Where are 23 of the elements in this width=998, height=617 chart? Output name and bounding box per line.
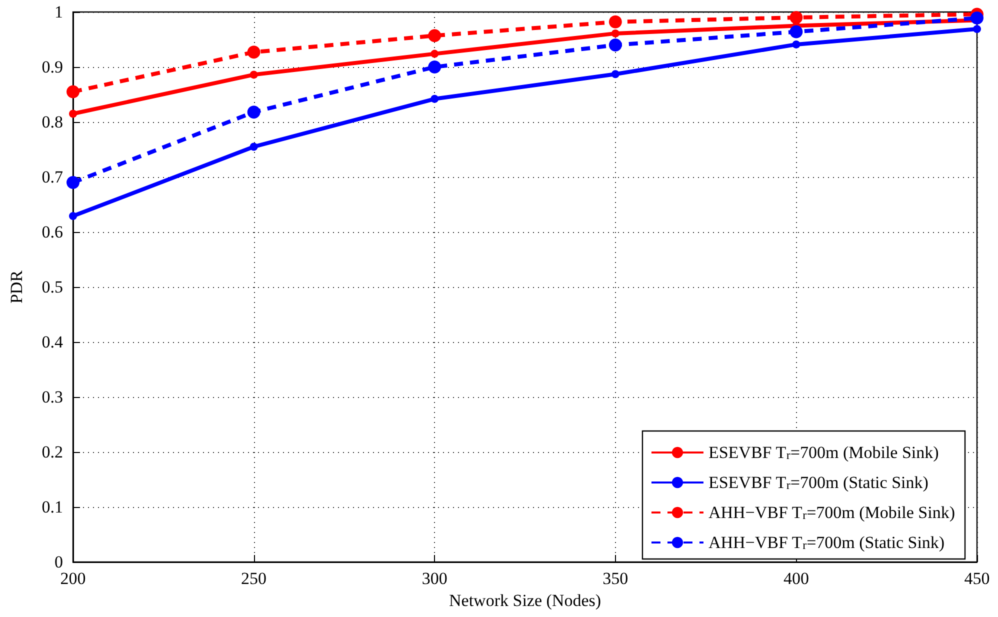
y-axis-title: PDR [7, 270, 26, 304]
y-tick-label: 0.7 [42, 168, 64, 186]
x-tick-label: 200 [60, 569, 86, 588]
y-tick-label: 0.4 [42, 332, 64, 352]
x-tick-label: 400 [783, 569, 809, 588]
legend-label: ESEVBF Tr=700m (Mobile Sink) [708, 443, 939, 462]
x-axis-title: Network Size (Nodes) [448, 591, 602, 610]
y-tick-label: 0.6 [42, 222, 63, 242]
y-tick-label: 0.3 [42, 388, 63, 406]
x-tick-label: 250 [241, 569, 267, 588]
y-tick-label: 0 [54, 552, 63, 572]
y-tick-label: 1 [54, 2, 63, 22]
y-tick-label: 0.1 [42, 498, 63, 516]
legend-label: AHH−VBF Tr=700m (Mobile Sink) [708, 503, 956, 522]
y-tick-label: 0.5 [42, 278, 63, 296]
x-tick-label: 450 [964, 569, 990, 588]
y-tick-label: 0.2 [42, 442, 63, 462]
legend-label: AHH−VBF Tr=700m (Static Sink) [708, 533, 945, 552]
y-tick-label: 0.9 [42, 58, 63, 76]
x-tick-label: 350 [602, 569, 628, 588]
legend-label: ESEVBF Tr=700m (Static Sink) [708, 473, 928, 492]
y-tick-label: 0.8 [42, 112, 63, 132]
x-tick-label: 300 [422, 569, 448, 588]
